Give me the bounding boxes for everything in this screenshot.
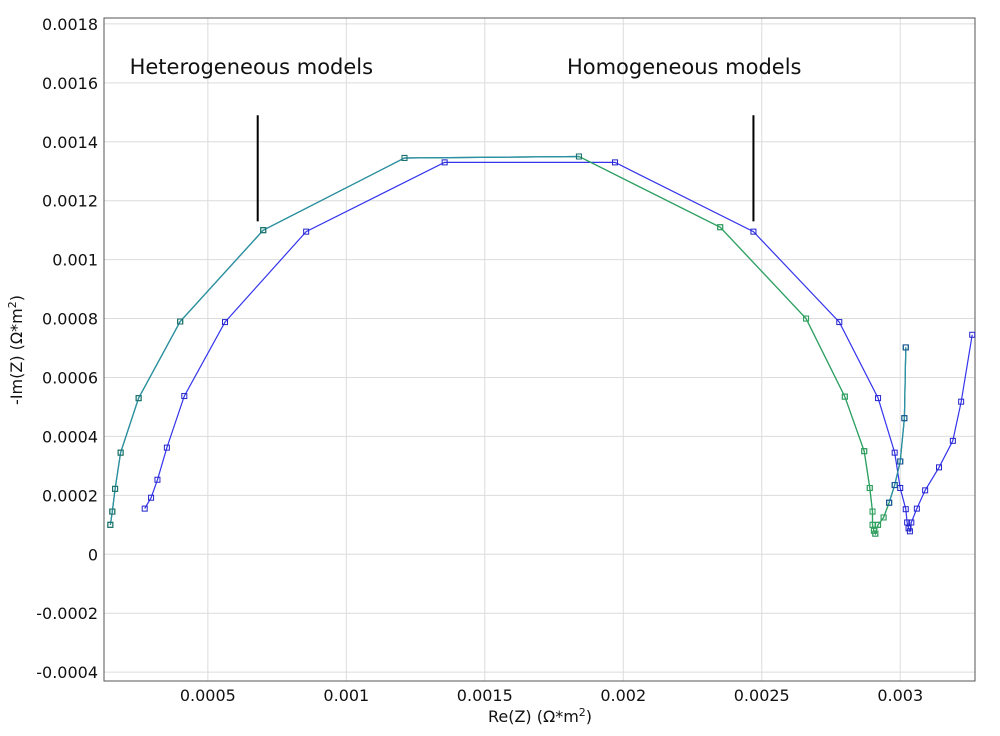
data-point — [935, 464, 942, 471]
data-point — [163, 444, 170, 451]
y-axis-title: -Im(Z) (Ω*m2) — [6, 295, 27, 405]
y-tick-label: -0.0004 — [36, 663, 98, 682]
x-tick-label: 0.002 — [600, 686, 646, 705]
y-tick-label: 0.0002 — [42, 486, 98, 505]
annotation-layer: Heterogeneous models Homogeneous models — [130, 55, 802, 222]
data-point — [913, 505, 920, 512]
series-4 — [886, 344, 909, 506]
data-point — [869, 508, 876, 515]
series-line — [888, 347, 907, 503]
data-point — [112, 485, 119, 492]
y-tick-label: 0.0014 — [42, 133, 98, 152]
data-point — [875, 521, 882, 528]
series-line — [109, 155, 907, 536]
data-point — [401, 154, 408, 161]
data-point — [897, 458, 904, 465]
data-point — [303, 228, 310, 235]
y-tick-label: 0.0006 — [42, 368, 98, 387]
data-point — [836, 319, 843, 326]
data-point — [904, 519, 911, 526]
data-point — [611, 159, 618, 166]
data-point — [841, 393, 848, 400]
tick-labels: 0.0005 0.001 0.0015 0.002 0.0025 0.003 0.0018 0… — [36, 15, 923, 705]
data-point — [575, 153, 582, 160]
data-point — [181, 393, 188, 400]
x-axis-title: Re(Z) (Ω*m2) — [488, 706, 592, 727]
plot-frame — [103, 17, 976, 682]
series-3 — [107, 153, 582, 528]
data-point — [866, 484, 873, 491]
data-point — [117, 449, 124, 456]
data-point — [891, 482, 898, 489]
annotation-label: Heterogeneous models — [130, 55, 373, 79]
data-point — [222, 319, 229, 326]
data-point — [177, 318, 184, 325]
y-tick-label: 0.0008 — [42, 310, 98, 329]
data-point — [908, 519, 915, 526]
y-tick-label: 0.0018 — [42, 15, 98, 34]
data-point — [949, 437, 956, 444]
data-point — [902, 506, 909, 513]
data-point — [154, 476, 161, 483]
data-point — [922, 487, 929, 494]
y-tick-label: 0.0012 — [42, 192, 98, 211]
y-tick-label: -0.0002 — [36, 604, 98, 623]
data-point — [135, 395, 142, 402]
data-point — [875, 395, 882, 402]
series-line — [109, 155, 907, 536]
series-layer — [107, 153, 976, 537]
series-0 — [107, 153, 909, 537]
y-tick-label: 0 — [88, 545, 98, 564]
data-point — [260, 227, 267, 234]
data-point — [107, 521, 114, 528]
data-point — [872, 530, 879, 537]
data-point — [141, 505, 148, 512]
y-tick-label: 0.001 — [52, 251, 98, 270]
data-point — [902, 344, 909, 351]
x-tick-label: 0.003 — [877, 686, 923, 705]
x-tick-label: 0.001 — [323, 686, 369, 705]
x-tick-label: 0.0015 — [457, 686, 513, 705]
series-line — [144, 161, 973, 534]
data-point — [717, 224, 724, 231]
data-point — [750, 228, 757, 235]
data-point — [109, 508, 116, 515]
x-tick-label: 0.0005 — [180, 686, 236, 705]
series-2 — [107, 153, 909, 537]
data-point — [958, 398, 965, 405]
data-point — [897, 484, 904, 491]
series-1 — [141, 159, 976, 535]
data-point — [148, 494, 155, 501]
data-point — [861, 448, 868, 455]
data-point — [891, 449, 898, 456]
y-tick-label: 0.0004 — [42, 427, 98, 446]
data-point — [803, 315, 810, 322]
annotation-label: Homogeneous models — [567, 55, 802, 79]
grid — [104, 18, 975, 681]
data-point — [906, 528, 913, 535]
data-point — [886, 499, 893, 506]
data-point — [869, 521, 876, 528]
x-tick-label: 0.0025 — [734, 686, 790, 705]
series-line — [109, 155, 580, 525]
data-point — [441, 159, 448, 166]
data-point — [969, 331, 976, 338]
y-tick-label: 0.0016 — [42, 74, 98, 93]
data-point — [880, 514, 887, 521]
data-point — [901, 415, 908, 422]
